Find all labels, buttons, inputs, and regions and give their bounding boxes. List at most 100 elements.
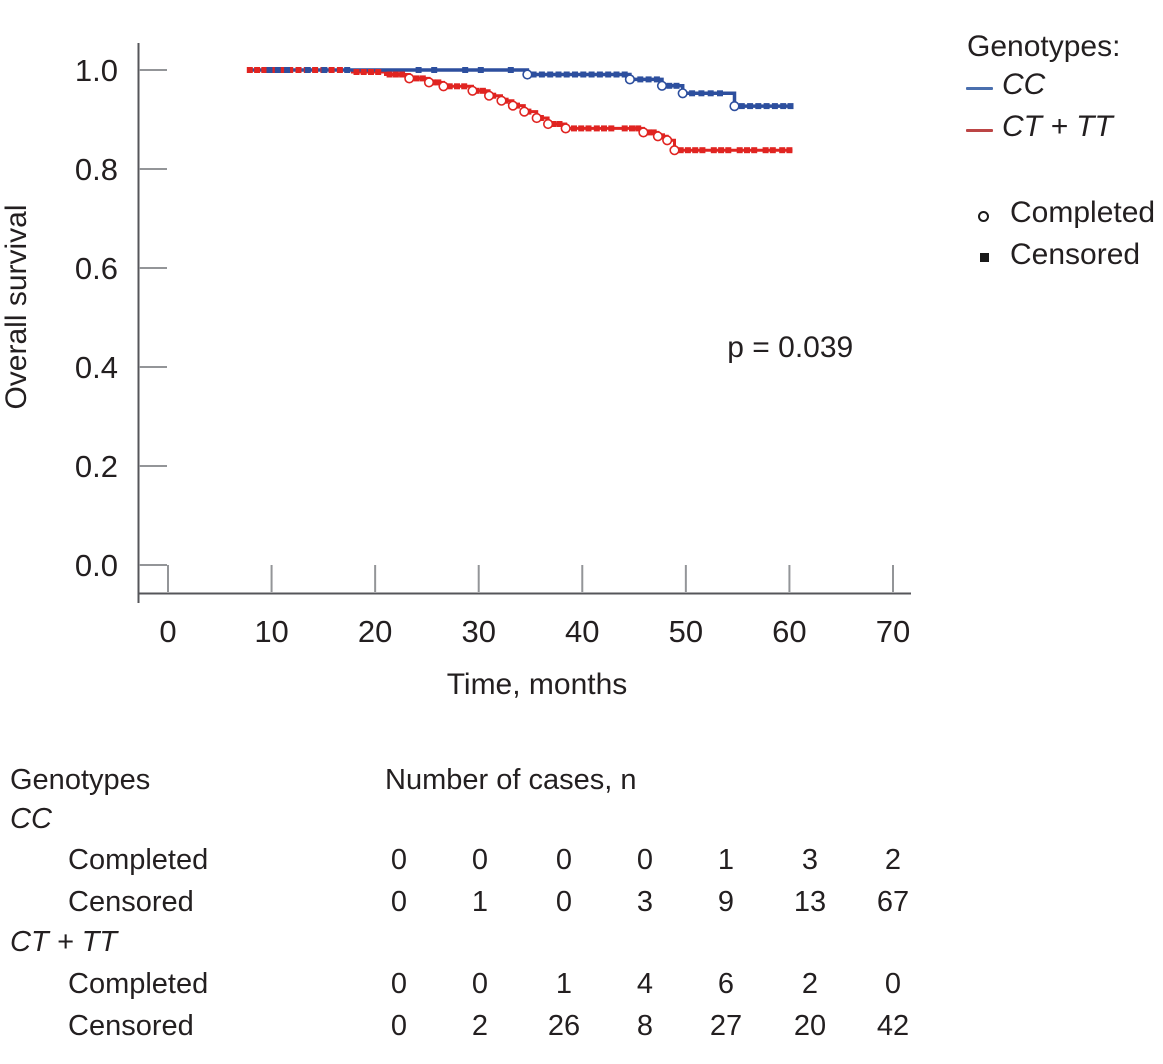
table-header-number-of-cases: Number of cases, n: [385, 764, 637, 796]
x-axis-title: Time, months: [447, 668, 628, 701]
cc-censored-marker: [530, 71, 537, 78]
y-tick-label: 0.2: [75, 449, 118, 484]
x-tick-label: 60: [772, 614, 806, 649]
cttt-completed-marker: [507, 100, 519, 111]
cttt-completed-marker: [467, 85, 478, 96]
cttt-censored-marker: [751, 147, 758, 154]
cttt-completed-marker: [560, 123, 571, 134]
cc-censored-marker: [605, 71, 612, 78]
p-value-annotation: p = 0.039: [727, 331, 853, 364]
cttt-completed-marker: [484, 90, 495, 101]
cttt-completed-marker: [542, 118, 554, 130]
table-cell: 0: [555, 844, 573, 876]
cc-censored-marker: [462, 67, 469, 73]
censored-marker-icon: [980, 253, 989, 262]
table-header-genotypes: Genotypes: [10, 764, 151, 796]
cttt-censored-marker: [360, 69, 367, 75]
cttt-censored-marker: [454, 83, 460, 90]
y-axis-title: Overall survival: [0, 204, 33, 409]
legend-label-cttt: CT + TT: [1002, 110, 1113, 143]
table-cell: 0: [555, 886, 573, 918]
cc-censored-marker: [763, 103, 770, 110]
cc-completed-marker: [729, 100, 740, 112]
cttt-censored-marker: [419, 75, 426, 82]
cc-censored-marker: [580, 71, 587, 78]
cc-censored-marker: [304, 67, 311, 73]
table-cell: 42: [876, 1010, 910, 1042]
cttt-completed-marker: [638, 127, 649, 138]
cttt-censored-marker: [375, 69, 382, 75]
y-tick-label: 1.0: [75, 53, 118, 88]
cttt-censored-marker: [635, 125, 642, 132]
y-tick-label: 0.8: [75, 152, 118, 187]
cttt-completed-marker: [496, 95, 507, 106]
table-cell: 2: [884, 844, 902, 876]
cc-censored-marker: [787, 103, 794, 110]
cttt-censored-marker: [270, 67, 277, 73]
cc-censored-marker: [717, 90, 723, 97]
cttt-censored-marker: [650, 129, 657, 136]
cc-completed-marker: [522, 69, 533, 80]
table-cell: 1: [717, 844, 735, 876]
cttt-censored-marker: [645, 129, 652, 136]
cttt-censored-marker: [621, 125, 628, 132]
cttt-censored-marker: [446, 83, 453, 90]
cc-censored-marker: [415, 67, 422, 73]
cc-censored-marker: [698, 90, 705, 97]
table-cell: 2: [471, 1010, 489, 1042]
cttt-censored-marker: [413, 75, 420, 82]
cttt-censored-marker: [261, 67, 268, 73]
cc-censored-marker: [653, 76, 660, 83]
cttt-censored-marker: [368, 69, 374, 75]
cttt-censored-marker: [399, 71, 406, 78]
cttt-censored-marker: [295, 67, 302, 73]
x-tick-label: 20: [358, 614, 392, 649]
table-cell: 0: [471, 968, 489, 1000]
cttt-censored-marker: [762, 147, 769, 154]
cttt-completed-marker: [669, 145, 680, 156]
table-cell: 4: [636, 968, 654, 1000]
cttt-censored-marker: [677, 147, 684, 154]
completed-marker-icon: [978, 211, 989, 222]
cc-censored-marker: [755, 103, 762, 110]
cttt-censored-marker: [386, 71, 393, 78]
table-cell: 9: [717, 886, 735, 918]
table-cell: 0: [471, 844, 489, 876]
cc-censored-marker: [621, 71, 628, 78]
table-group-cc: CC: [10, 803, 52, 835]
cttt-censored-marker: [479, 87, 486, 94]
cttt-censored-marker: [736, 147, 743, 154]
cttt-censored-marker: [779, 147, 786, 154]
cttt-completed-marker: [652, 131, 664, 142]
table-cell: 0: [390, 1010, 408, 1042]
y-tick-label: 0.4: [75, 350, 118, 385]
x-tick-label: 40: [565, 614, 599, 649]
y-tick-label: 0.6: [75, 251, 118, 286]
cttt-completed-marker: [423, 77, 435, 88]
cttt-censored-marker: [312, 67, 319, 73]
cttt-censored-marker: [593, 125, 600, 132]
cc-censored-marker: [266, 67, 273, 73]
cttt-censored-marker: [699, 147, 706, 154]
table-cell: 26: [547, 1010, 581, 1042]
table-cell: 3: [801, 844, 819, 876]
table-cell: 67: [876, 886, 910, 918]
table-cell: 3: [636, 886, 654, 918]
cc-censored-marker: [645, 76, 652, 83]
x-tick-label: 0: [159, 614, 176, 649]
cttt-censored-marker: [710, 147, 717, 154]
legend-label-cc: CC: [1002, 68, 1046, 101]
table-cell: 27: [709, 1010, 743, 1042]
x-tick-label: 70: [876, 614, 910, 649]
table-cell: 0: [390, 886, 408, 918]
cttt-completed-marker: [438, 81, 449, 92]
cc-censored-marker: [707, 90, 714, 97]
row-label-cc-completed: Completed: [68, 844, 209, 876]
cc-censored-marker: [596, 71, 603, 78]
cc-censored-marker: [563, 71, 570, 78]
cttt-censored-marker: [571, 125, 577, 132]
cttt-censored-marker: [601, 125, 607, 132]
cc-censored-marker: [673, 82, 680, 89]
cc-censored-marker: [431, 67, 438, 73]
cc-censored-marker: [321, 67, 328, 73]
